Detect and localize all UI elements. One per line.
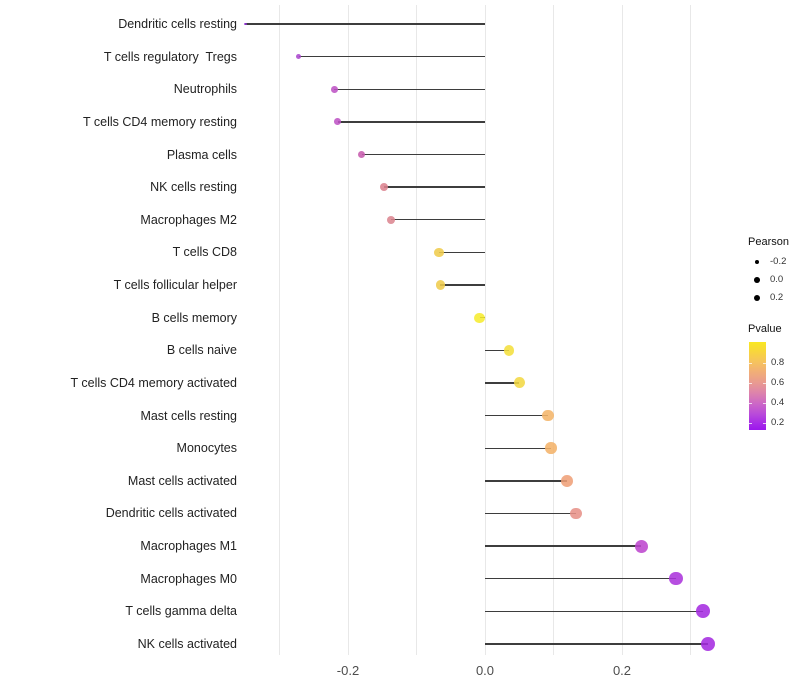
lollipop-stem — [384, 186, 485, 188]
legend-size-dot — [753, 294, 761, 302]
y-axis-label: Plasma cells — [166, 147, 237, 162]
y-axis-label: NK cells activated — [137, 637, 237, 651]
legend-size-label: -0.2 — [770, 256, 787, 267]
y-axis-label: T cells CD4 memory resting — [83, 114, 237, 129]
colorbar-tick — [749, 403, 752, 404]
legend-color-title: Pvalue — [748, 323, 782, 335]
y-axis-label: T cells CD4 memory activated — [70, 375, 238, 390]
lollipop-stem — [485, 643, 709, 645]
lollipop-stem — [485, 610, 703, 613]
lollipop-stem — [485, 382, 520, 384]
colorbar-tick — [763, 423, 766, 424]
y-axis-label: B cells memory — [151, 310, 237, 325]
colorbar-tick — [749, 383, 752, 384]
lollipop-dot — [295, 53, 302, 60]
y-axis-label: Neutrophils — [173, 82, 237, 97]
y-axis-label: Macrophages M1 — [140, 539, 237, 554]
x-axis-tick-label: -0.2 — [336, 663, 360, 678]
lollipop-dot — [387, 215, 396, 224]
legend-size-dot — [754, 277, 760, 283]
lollipop-stem — [485, 447, 551, 449]
y-axis-label: T cells CD8 — [172, 245, 237, 260]
lollipop-dot — [435, 280, 446, 290]
colorbar-tick-label: 0.2 — [771, 417, 785, 428]
x-axis-tick-label: 0.2 — [612, 663, 632, 678]
y-axis-label: Mast cells activated — [127, 473, 237, 488]
lollipop-dot — [669, 571, 683, 586]
y-axis-label: T cells gamma delta — [125, 604, 237, 619]
lollipop-stem — [361, 153, 485, 156]
x-gridline — [553, 5, 554, 655]
y-axis-label: B cells naive — [166, 343, 237, 358]
legend-size-label: 0.2 — [770, 292, 784, 303]
lollipop-dot — [330, 85, 338, 93]
x-gridline — [416, 5, 417, 655]
x-gridline — [690, 5, 691, 655]
legend-size-label: 0.0 — [770, 274, 784, 285]
lollipop-stem — [298, 55, 485, 58]
colorbar-tick-label: 0.6 — [771, 377, 785, 388]
lollipop-dot — [701, 637, 716, 651]
lollipop-stem — [485, 349, 509, 351]
lollipop-stem — [334, 88, 485, 90]
colorbar-tick — [749, 423, 752, 424]
lollipop-dot — [513, 377, 525, 389]
x-gridline — [279, 5, 280, 655]
lollipop-dot — [334, 118, 342, 126]
lollipop-dot — [634, 539, 648, 553]
x-gridline — [484, 5, 486, 655]
lollipop-dot — [244, 22, 247, 26]
legend-size-dot — [754, 259, 760, 265]
lollipop-stem — [485, 545, 642, 547]
lollipop-stem — [391, 219, 485, 221]
y-axis-label: NK cells resting — [150, 180, 237, 195]
lollipop-stem — [485, 414, 549, 417]
y-axis-label: T cells regulatory Tregs — [103, 49, 237, 64]
colorbar-tick-label: 0.4 — [771, 397, 785, 408]
lollipop-dot — [695, 604, 710, 619]
lollipop-dot — [542, 409, 554, 422]
lollipop-dot — [561, 474, 574, 487]
y-axis-label: Macrophages M0 — [140, 571, 237, 586]
y-axis-label: Dendritic cells activated — [105, 506, 237, 521]
colorbar-tick — [763, 403, 766, 404]
y-axis-label: Dendritic cells resting — [118, 17, 237, 31]
lollipop-dot — [474, 312, 485, 323]
x-axis-tick-label: 0.0 — [475, 663, 495, 678]
lollipop-dot — [434, 247, 444, 258]
colorbar-tick — [763, 363, 766, 364]
lollipop-stem — [245, 23, 485, 25]
lollipop-stem — [485, 578, 677, 580]
lollipop-stem — [485, 512, 577, 515]
colorbar-tick — [763, 383, 766, 384]
pvalue-colorbar — [749, 342, 766, 430]
lollipop-dot — [570, 507, 583, 520]
x-gridline — [347, 5, 349, 655]
colorbar-tick — [749, 363, 752, 364]
y-axis-label: Mast cells resting — [140, 408, 237, 423]
lollipop-stem — [485, 480, 568, 482]
lollipop-stem — [439, 251, 485, 254]
lollipop-dot — [503, 344, 515, 356]
legend-size-title: Pearson — [748, 236, 789, 248]
y-axis-label: T cells follicular helper — [113, 278, 237, 293]
lollipop-stem — [440, 284, 485, 286]
lollipop-dot — [380, 183, 389, 192]
lollipop-stem — [337, 121, 485, 123]
y-axis-label: Monocytes — [176, 441, 237, 456]
colorbar-tick-label: 0.8 — [771, 357, 785, 368]
lollipop-dot — [545, 442, 557, 454]
lollipop-dot — [357, 150, 366, 159]
x-gridline — [621, 5, 623, 655]
y-axis-label: Macrophages M2 — [140, 212, 237, 227]
